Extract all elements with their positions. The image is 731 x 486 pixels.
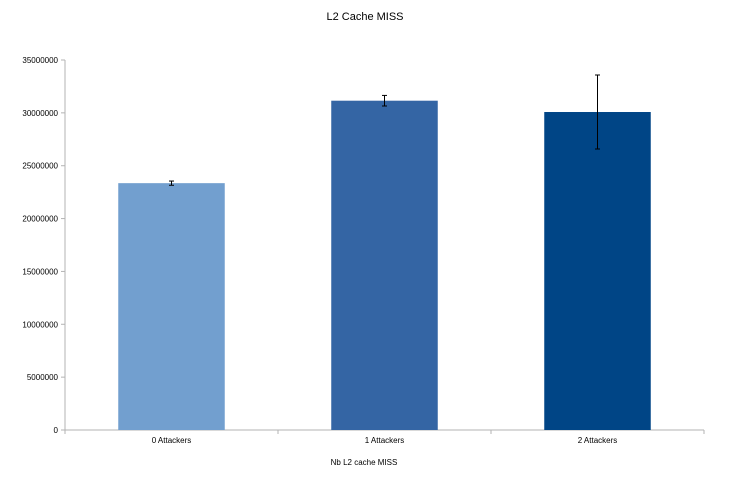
y-tick-label: 0 xyxy=(54,426,59,435)
error-bars xyxy=(169,74,600,186)
x-axis-title: Nb L2 cache MISS xyxy=(331,458,398,467)
y-tick-label: 20000000 xyxy=(22,215,58,224)
x-tick-label: 1 Attackers xyxy=(365,436,405,445)
x-tick-label: 2 Attackers xyxy=(578,436,618,445)
bar xyxy=(331,100,438,430)
x-axis: 0 Attackers 1 Attackers 2 Attackers xyxy=(64,429,705,445)
bar xyxy=(118,183,225,430)
y-tick-label: 5000000 xyxy=(27,373,59,382)
x-tick-label: 0 Attackers xyxy=(152,436,192,445)
y-tick-label: 30000000 xyxy=(22,109,58,118)
y-tick-label: 10000000 xyxy=(22,320,58,329)
y-tick-label: 15000000 xyxy=(22,267,58,276)
y-tick-label: 35000000 xyxy=(22,56,58,65)
bars xyxy=(118,100,651,431)
chart-title: L2 Cache MISS xyxy=(326,11,403,23)
bar xyxy=(544,112,651,431)
y-axis: 0 5000000 10000000 15000000 20000000 25000000… xyxy=(22,56,66,435)
y-tick-label: 25000000 xyxy=(22,162,58,171)
